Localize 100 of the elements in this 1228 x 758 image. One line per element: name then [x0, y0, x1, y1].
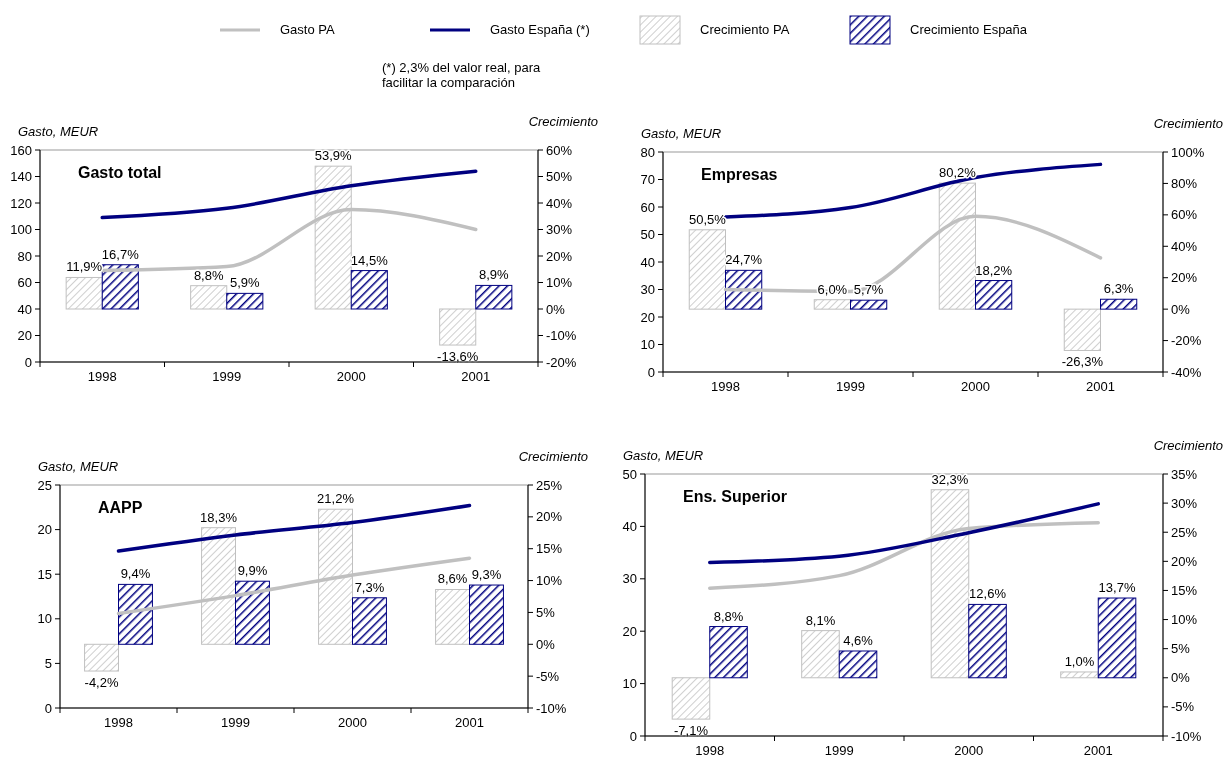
x-tick-label: 2000 — [336, 369, 366, 384]
legend-label: Gasto España (*) — [490, 22, 590, 37]
bar — [1063, 308, 1101, 351]
bar — [709, 626, 748, 679]
bar — [435, 588, 470, 645]
y2-tick-label: 0% — [1171, 301, 1191, 317]
legend-label: Gasto PA — [280, 22, 335, 37]
data-label: 18,2% — [975, 262, 1013, 278]
y2-axis-title: Crecimiento — [528, 114, 598, 129]
y-axis-title: Gasto, MEUR — [18, 124, 99, 139]
y2-tick-label: 20% — [1171, 270, 1198, 286]
bar — [469, 584, 504, 645]
y-tick-label: 60 — [640, 199, 655, 215]
y2-tick-label: 10% — [546, 275, 573, 290]
data-label: 8,8% — [713, 608, 744, 624]
y-axis-title: Gasto, MEUR — [38, 459, 119, 474]
y-tick-label: 20 — [37, 522, 52, 538]
data-label: 9,9% — [237, 563, 268, 579]
bar — [65, 276, 103, 310]
y2-axis-title: Crecimiento — [1153, 438, 1223, 453]
y-tick-label: 80 — [17, 248, 32, 264]
y-tick-label: 5 — [44, 655, 52, 671]
bar — [801, 630, 840, 679]
data-label: -26,3% — [1061, 354, 1104, 370]
y2-tick-label: 10% — [536, 573, 563, 589]
y2-tick-label: -10% — [1171, 728, 1202, 744]
y2-tick-label: -5% — [536, 668, 560, 684]
bar — [118, 583, 153, 645]
y2-tick-label: -10% — [546, 328, 577, 343]
y-tick-label: 20 — [622, 623, 637, 639]
data-label: -13,6% — [437, 349, 479, 365]
text: Gasto total — [78, 164, 162, 181]
bar — [725, 269, 763, 310]
bar — [1100, 298, 1138, 310]
y2-tick-label: 40% — [546, 195, 573, 211]
y-tick-label: 20 — [640, 309, 655, 325]
y-tick-label: 0 — [629, 728, 637, 744]
data-label: 14,5% — [350, 252, 389, 268]
y-tick-label: 0 — [24, 354, 32, 370]
y-tick-label: 10 — [37, 611, 52, 627]
y2-tick-label: 0% — [1171, 670, 1191, 686]
bar — [838, 650, 878, 679]
bar — [475, 284, 513, 310]
y2-tick-label: 5% — [1171, 641, 1191, 657]
data-label: 5,9% — [229, 275, 261, 291]
y-tick-label: 10 — [640, 337, 655, 352]
bar — [84, 643, 119, 672]
y-tick-label: 40 — [17, 301, 32, 317]
bar — [671, 677, 711, 720]
x-tick-label: 1998 — [711, 379, 740, 394]
x-tick-label: 1998 — [695, 743, 725, 758]
x-tick-label: 1999 — [824, 743, 854, 758]
y2-tick-label: 60% — [1171, 207, 1198, 223]
data-label: 13,7% — [1098, 580, 1136, 596]
y-tick-label: 10 — [622, 676, 637, 692]
y2-tick-label: 5% — [536, 604, 556, 620]
data-label: 7,3% — [354, 579, 385, 595]
text: (*) 2,3% del valor real, para facilitar la comparación — [382, 60, 542, 90]
bar — [350, 270, 388, 310]
data-label: 6,0% — [817, 281, 848, 297]
x-tick-label: 1999 — [212, 369, 242, 384]
y2-tick-label: -20% — [546, 354, 577, 370]
x-tick-label: 2001 — [455, 715, 484, 730]
y2-tick-label: -20% — [1171, 333, 1202, 349]
x-tick-label: 1998 — [87, 369, 117, 384]
x-tick-label: 2001 — [1086, 379, 1115, 394]
y2-tick-label: 20% — [1171, 553, 1198, 569]
legend-label: Crecimiento PA — [700, 22, 790, 37]
bar — [968, 603, 1007, 679]
y2-tick-label: 60% — [546, 142, 573, 158]
y2-tick-label: 35% — [1171, 466, 1198, 482]
bar — [226, 292, 264, 310]
data-label: 80,2% — [938, 165, 977, 181]
y-tick-label: 30 — [622, 571, 637, 587]
x-tick-label: 2001 — [461, 369, 491, 384]
data-label: 4,6% — [843, 633, 874, 648]
y2-tick-label: -40% — [1171, 364, 1202, 380]
x-tick-label: 2001 — [1083, 743, 1113, 758]
data-label: 5,7% — [853, 282, 884, 298]
y-tick-label: 15 — [37, 566, 52, 582]
y-tick-label: 40 — [622, 518, 637, 534]
data-label: 8,6% — [437, 571, 468, 587]
y-axis-title: Gasto, MEUR — [623, 448, 704, 463]
text: Empresas — [701, 166, 778, 183]
y2-tick-label: 20% — [546, 248, 573, 264]
bar — [352, 597, 387, 645]
legend-label: Crecimiento España — [910, 22, 1028, 37]
x-tick-label: 1999 — [836, 379, 865, 394]
bar — [850, 299, 888, 310]
y-tick-label: 100 — [10, 222, 32, 237]
y-tick-label: 50 — [622, 466, 637, 482]
y-tick-label: 60 — [17, 275, 32, 290]
data-label: 21,2% — [317, 491, 355, 507]
y-tick-label: 0 — [647, 364, 655, 380]
y2-tick-label: 0% — [546, 301, 566, 317]
data-label: 8,9% — [478, 267, 510, 283]
data-label: 24,7% — [725, 252, 763, 268]
data-label: 16,7% — [101, 246, 140, 262]
x-tick-label: 2000 — [961, 379, 990, 394]
y-tick-label: 25 — [37, 477, 52, 493]
